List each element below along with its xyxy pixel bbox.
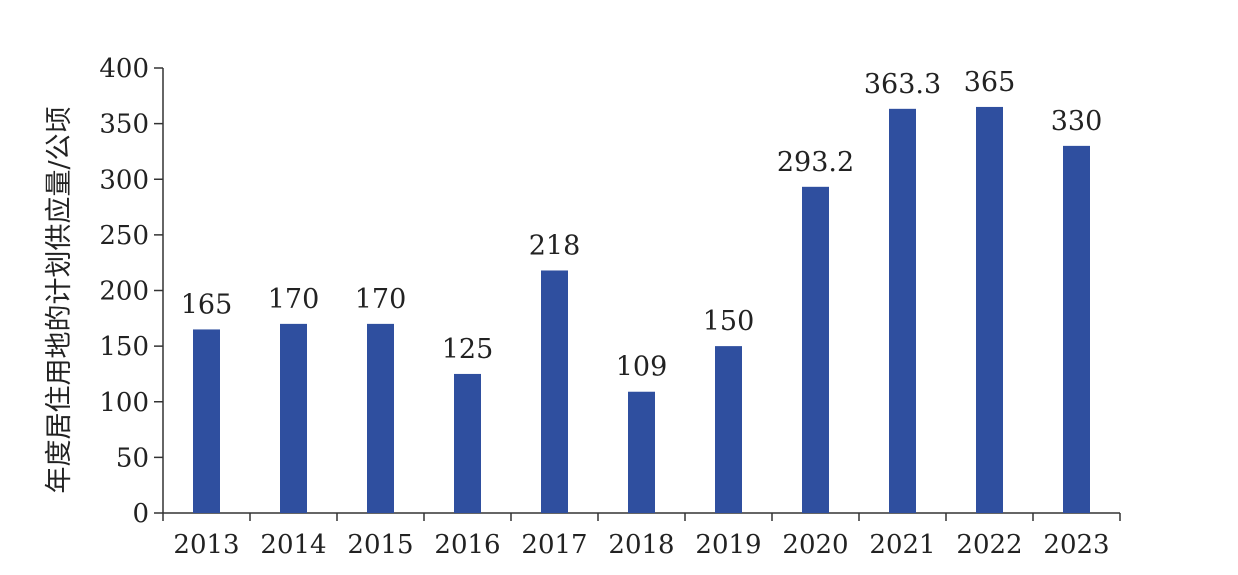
x-tick-label: 2021 bbox=[869, 530, 935, 560]
y-tick-label: 150 bbox=[99, 332, 149, 362]
value-labels: 165 170 170 125 218 109 150 293.2 363.3 365 330 bbox=[181, 67, 1103, 383]
bar bbox=[1063, 145, 1090, 513]
x-tick-label: 2020 bbox=[782, 530, 848, 560]
bar bbox=[454, 373, 481, 513]
bar-value-label: 170 bbox=[268, 284, 320, 315]
bar bbox=[715, 346, 742, 513]
axes bbox=[154, 67, 1121, 521]
x-tick-label: 2017 bbox=[521, 530, 587, 560]
y-tick-label: 100 bbox=[99, 388, 149, 418]
bar bbox=[976, 106, 1003, 513]
bar-value-label: 293.2 bbox=[777, 147, 854, 178]
y-tick-labels: 0 50 100 150 200 250 300 350 400 bbox=[99, 54, 149, 529]
y-tick-label: 200 bbox=[99, 277, 149, 307]
x-tick-label: 2018 bbox=[608, 530, 674, 560]
bars bbox=[193, 106, 1090, 514]
bar bbox=[541, 270, 568, 513]
bar bbox=[889, 108, 916, 514]
x-tick-label: 2015 bbox=[347, 530, 413, 560]
bar-value-label: 165 bbox=[181, 289, 233, 320]
bar bbox=[802, 186, 829, 513]
x-tick-label: 2013 bbox=[173, 530, 239, 560]
y-tick-label: 250 bbox=[99, 221, 149, 251]
y-tick-label: 400 bbox=[99, 54, 149, 84]
bar bbox=[628, 391, 655, 513]
bar bbox=[367, 323, 394, 513]
x-tick-label: 2022 bbox=[956, 530, 1022, 560]
y-tick-label: 50 bbox=[116, 443, 149, 473]
x-tick-label: 2014 bbox=[260, 530, 326, 560]
bar-value-label: 330 bbox=[1051, 106, 1103, 137]
x-tick-labels: 2013 2014 2015 2016 2017 2018 2019 2020 2021 2022… bbox=[173, 530, 1109, 560]
bar-value-label: 363.3 bbox=[864, 69, 941, 100]
bar-value-label: 150 bbox=[703, 306, 755, 337]
x-tick-label: 2016 bbox=[434, 530, 500, 560]
y-tick-label: 300 bbox=[99, 165, 149, 195]
y-tick-label: 0 bbox=[132, 499, 149, 529]
x-tick-label: 2019 bbox=[695, 530, 761, 560]
bar bbox=[280, 323, 307, 513]
bar-value-label: 170 bbox=[355, 284, 407, 315]
x-tick-label: 2023 bbox=[1043, 530, 1109, 560]
bar-value-label: 365 bbox=[964, 67, 1016, 98]
bar-value-label: 125 bbox=[442, 334, 494, 365]
y-axis-title: 年度居住用地的计划供应量/公顷 bbox=[44, 106, 75, 493]
bar-value-label: 218 bbox=[529, 230, 581, 261]
y-tick-label: 350 bbox=[99, 110, 149, 140]
bar-value-label: 109 bbox=[616, 352, 668, 383]
bar bbox=[193, 329, 220, 513]
